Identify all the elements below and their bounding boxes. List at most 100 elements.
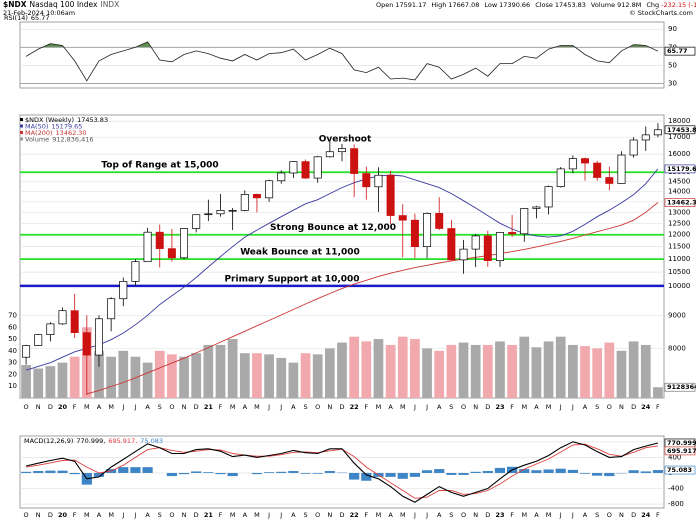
quote-value: -232.15 (-1.31%) xyxy=(661,1,696,9)
x-tick-label: M xyxy=(254,511,260,519)
x-tick-label: J xyxy=(133,403,136,411)
quote-value: 17667.08 xyxy=(448,1,479,9)
x-tick-label: M xyxy=(230,403,236,411)
candle-body xyxy=(483,235,492,261)
histogram-bar xyxy=(288,471,299,473)
histogram-bar xyxy=(263,472,275,473)
volume-bar xyxy=(300,353,311,398)
legend-entry: RSI(14) 65.77 xyxy=(4,14,50,22)
volume-bar xyxy=(276,357,287,398)
y-tick-label: 18000 xyxy=(668,117,690,125)
legend-text: 15179.65 xyxy=(51,123,82,131)
x-tick-label: N xyxy=(619,511,624,519)
histogram-bar xyxy=(592,472,603,476)
volume-bar xyxy=(580,346,590,398)
x-tick-label: O xyxy=(607,511,612,519)
candle-body xyxy=(70,310,79,334)
level-label: Primary Support at 10,000 xyxy=(224,274,359,284)
x-tick-label: J xyxy=(279,403,282,411)
x-tick-label: D xyxy=(339,511,344,519)
volume-bar xyxy=(628,341,639,398)
candle-body xyxy=(471,235,480,250)
x-tick-label: D xyxy=(485,403,490,411)
x-tick-label: M xyxy=(521,511,527,519)
x-tick-label: D xyxy=(485,511,490,519)
y-tick-label: 9000 xyxy=(668,311,686,319)
y-tick-label: 12500 xyxy=(668,219,690,227)
y-tick-label: 90 xyxy=(668,25,677,33)
candle-body xyxy=(532,206,541,209)
x-tick-label: M xyxy=(84,511,90,519)
x-tick-label: N xyxy=(619,403,624,411)
y-tick-label: 50 xyxy=(668,61,677,69)
y-tick-label: 14500 xyxy=(668,178,690,186)
value-box-label: 75.083 xyxy=(667,466,692,474)
quote-label: Open xyxy=(376,1,393,9)
volume-bar xyxy=(154,350,165,398)
candle-body xyxy=(240,194,249,211)
x-tick-label: A xyxy=(97,403,102,411)
rsi-line xyxy=(25,41,659,82)
candle-body xyxy=(167,248,176,259)
x-tick-label: 23 xyxy=(495,403,504,411)
moving-average xyxy=(86,202,659,395)
candle-body xyxy=(204,213,213,216)
volume-bar xyxy=(519,336,530,398)
x-tick-label: M xyxy=(254,403,260,411)
x-tick-label: F xyxy=(364,511,368,519)
level-label: Weak Bounce at 11,000 xyxy=(240,248,360,258)
y-tick-label: 50 xyxy=(8,335,17,343)
volume-bar xyxy=(531,347,542,398)
x-tick-label: J xyxy=(279,511,282,519)
candle-body xyxy=(143,231,152,263)
candle-body xyxy=(398,215,407,221)
value-box xyxy=(664,446,696,456)
volume-bar xyxy=(337,342,347,398)
y-tick-label: 14000 xyxy=(668,188,690,196)
candle-body xyxy=(435,213,444,229)
legend-entry: $NDX (Weekly) 17453.83 xyxy=(25,116,108,124)
histogram-bar xyxy=(118,467,129,473)
value-box-label: 17453.83 xyxy=(667,126,696,134)
candle-body xyxy=(593,162,602,178)
value-box xyxy=(664,465,696,475)
x-tick-label: O xyxy=(169,511,174,519)
x-tick-label: M xyxy=(230,511,236,519)
value-box xyxy=(664,198,696,207)
histogram-bar xyxy=(33,471,44,473)
histogram-bar xyxy=(300,472,311,474)
annotation: Overshoot xyxy=(319,135,372,145)
candle-body xyxy=(447,228,456,261)
x-tick-label: O xyxy=(24,511,29,519)
y-tick-label: -800 xyxy=(668,500,684,508)
candle-body xyxy=(192,214,201,229)
x-tick-label: M xyxy=(400,511,406,519)
candle-body xyxy=(119,281,128,300)
quote-value: 17453.83 xyxy=(555,1,586,9)
x-tick-label: M xyxy=(521,403,527,411)
volume-bar xyxy=(555,336,566,398)
x-tick-label: 24 xyxy=(641,403,651,411)
credit: © StockCharts.com xyxy=(629,9,693,17)
histogram-bar xyxy=(482,471,493,473)
x-tick-label: A xyxy=(145,511,150,519)
x-tick-label: M xyxy=(376,511,382,519)
x-tick-label: 20 xyxy=(58,511,68,519)
x-tick-label: M xyxy=(546,403,552,411)
x-tick-label: N xyxy=(473,403,478,411)
x-tick-label: A xyxy=(291,511,296,519)
x-tick-label: O xyxy=(607,403,612,411)
volume-bar xyxy=(616,350,627,398)
y-tick-label: 10500 xyxy=(668,268,690,276)
volume-bar xyxy=(349,336,360,398)
x-tick-label: A xyxy=(583,511,588,519)
macd-line xyxy=(25,441,659,503)
volume-bar xyxy=(57,362,68,398)
candle-body xyxy=(641,134,650,141)
legend-text: 75.083 xyxy=(140,437,163,445)
volume-bar xyxy=(397,336,408,398)
y-tick-label: 400 xyxy=(668,453,681,461)
x-tick-label: M xyxy=(546,511,552,519)
candle-body xyxy=(374,174,383,188)
candle-body xyxy=(350,148,359,174)
